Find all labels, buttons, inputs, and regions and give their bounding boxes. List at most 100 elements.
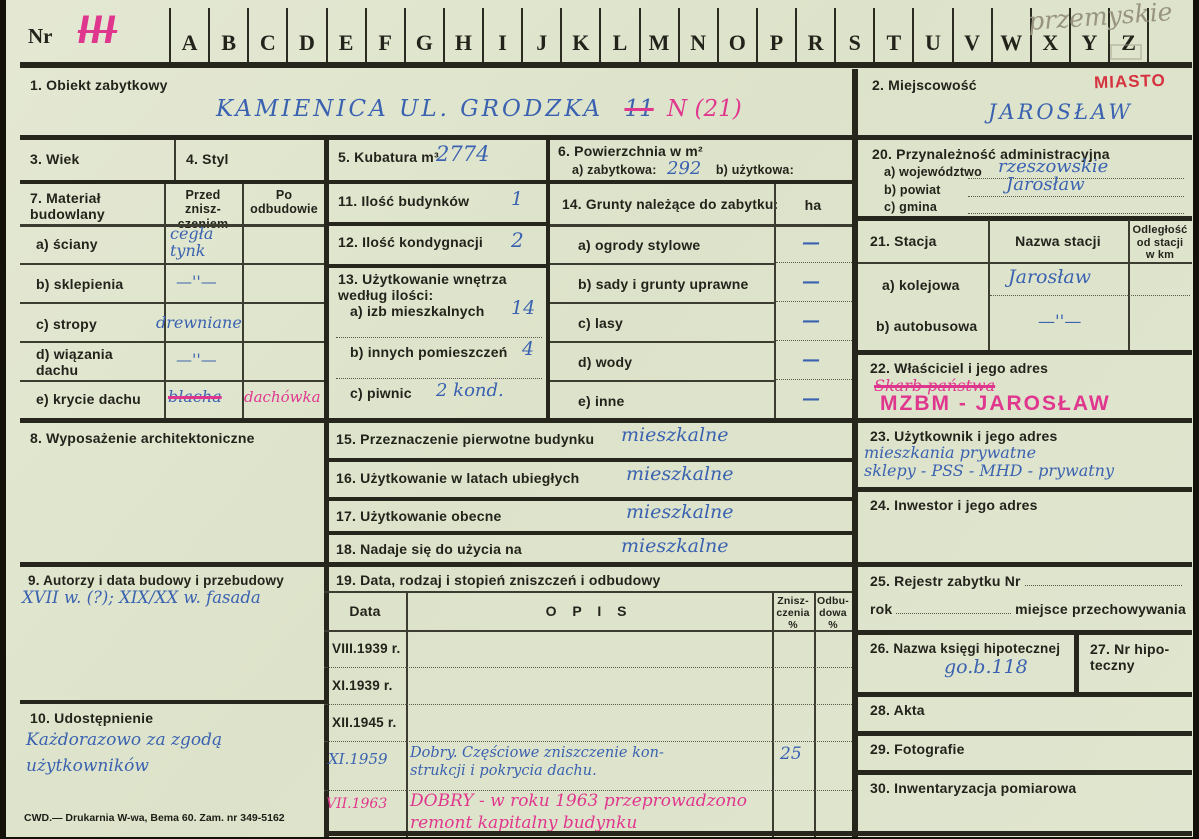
field7-row-before-struck: blacha <box>168 387 222 406</box>
rule <box>772 591 774 837</box>
rule <box>324 704 852 705</box>
alphabet-letter: Z <box>1108 8 1150 63</box>
field19-1959-line1: Dobry. Częściowe zniszczenie kon- <box>410 745 664 761</box>
alphabet-letter: Y <box>1068 8 1108 63</box>
field20-row-value: Jarosław <box>1006 174 1085 195</box>
field13-row-value: 4 <box>522 338 535 360</box>
rule <box>550 380 774 382</box>
field19-label: 19. Data, rodzaj i stopień zniszczeń i o… <box>336 572 661 588</box>
new-number: N (21) <box>667 96 742 122</box>
rule <box>324 630 852 632</box>
field20-row-label: b) powiat <box>884 183 941 197</box>
alphabet-letter: N <box>677 8 717 63</box>
field6-values: a) zabytkowa: 292 b) użytkowa: <box>572 158 794 179</box>
rule <box>550 224 852 227</box>
field19-col-date: Data <box>349 603 381 619</box>
rule <box>776 301 852 302</box>
alphabet-letter: L <box>599 8 638 63</box>
field25-line2: rok miejsce przechowywania <box>870 601 1186 617</box>
rule <box>20 302 324 304</box>
field7-label: 7. Materiał budowlany <box>30 190 105 223</box>
alphabet-letter: T <box>873 8 912 63</box>
alphabet-index: A B C D E F G H I J K L M N O P R S T U … <box>169 8 1150 63</box>
field13-row-label: c) piwnic <box>350 385 412 401</box>
field21-row-label: a) kolejowa <box>882 277 960 293</box>
field10-label: 10. Udostępnienie <box>30 710 154 726</box>
rule <box>550 341 774 343</box>
field20-row-label: a) województwo <box>884 165 982 179</box>
field7-row-label: c) stropy <box>36 316 97 332</box>
field14-row-value: — <box>802 388 820 409</box>
rule <box>20 263 324 265</box>
field13-row-label: b) innych pomieszczeń <box>350 344 508 360</box>
field14-row-label: b) sady i grunty uprawne <box>578 276 749 292</box>
rule <box>324 741 852 742</box>
field19-row-date: VIII.1939 r. <box>332 641 401 656</box>
field14-row-value: — <box>802 310 820 331</box>
object-name: KAMIENICA UL. GRODZKA <box>216 96 604 122</box>
rule <box>20 62 1192 68</box>
rule <box>20 135 1192 140</box>
field20-row-label: c) gmina <box>884 200 937 214</box>
field9-value: XVII w. (?); XIX/XX w. fasada <box>22 588 261 607</box>
field15-label: 15. Przeznaczenie pierwotne budynku <box>336 431 595 447</box>
nr-label: Nr <box>28 24 53 48</box>
field28-label: 28. Akta <box>870 702 925 718</box>
field23-line2: sklepy - PSS - MHD - prywatny <box>864 461 1115 480</box>
field21-row-value: Jarosław <box>1008 266 1091 288</box>
field19-1959-line2: strukcji i pokrycia dachu. <box>410 763 597 779</box>
rule <box>324 667 852 668</box>
alphabet-letter: M <box>638 8 678 63</box>
rule <box>20 700 324 704</box>
alphabet-letter: O <box>716 8 756 63</box>
field7-row-before: —''— <box>176 272 217 291</box>
miasto-stamp: MIASTO <box>1093 70 1167 93</box>
rule <box>858 770 1192 775</box>
field14-row-label: e) inne <box>578 393 625 409</box>
rule <box>20 418 1192 423</box>
alphabet-letter: D <box>286 8 325 63</box>
rule <box>324 140 329 837</box>
rule <box>858 350 1192 355</box>
rule <box>550 263 774 265</box>
field7-row-before: cegła tynk <box>170 224 214 260</box>
field25-rok-label: rok <box>870 601 893 617</box>
rule <box>20 180 852 184</box>
rule <box>324 458 852 462</box>
field12-value: 2 <box>511 228 524 252</box>
rule <box>858 487 1192 492</box>
field14-row-label: a) ogrody stylowe <box>578 237 701 253</box>
rule <box>326 831 1192 836</box>
field16-value: mieszkalne <box>626 463 734 485</box>
field14-row-label: c) lasy <box>578 315 623 331</box>
field24-label: 24. Inwestor i jego adres <box>870 497 1038 513</box>
field13-label: 13. Użytkowanie wnętrza według ilości: <box>338 271 507 304</box>
alphabet-letter: W <box>990 8 1030 63</box>
field22-label: 22. Właściciel i jego adres <box>870 360 1049 376</box>
rule <box>968 213 1184 214</box>
alphabet-letter: K <box>560 8 599 63</box>
field19-1963-line2: remont kapitalny budynku <box>410 813 638 833</box>
card-paper: Nr III A B C D E F G H I J K L M N O P R… <box>6 0 1193 837</box>
field7-row-before: drewniane <box>156 313 242 332</box>
field7-row-after: dachówka <box>244 388 321 406</box>
field21-col-dist: Odległość od stacji w km <box>1132 224 1188 262</box>
field7-row-label: b) sklepienia <box>36 276 124 292</box>
field6b-label: b) użytkowa: <box>715 163 794 177</box>
field19-1959-znisz: 25 <box>780 744 802 764</box>
field13-row-value: 2 kond. <box>436 380 504 401</box>
field23-line1: mieszkania prywatne <box>864 443 1037 462</box>
rule <box>20 380 324 382</box>
field13-row-label: a) izb mieszkalnych <box>350 303 485 319</box>
rule <box>324 264 546 268</box>
field5-label: 5. Kubatura m³ <box>338 149 439 165</box>
field14-unit: ha <box>804 197 822 213</box>
field12-label: 12. Ilość kondygnacji <box>338 234 484 250</box>
field2-value: JAROSŁAW <box>988 100 1133 124</box>
field20-label: 20. Przynależność administracyjna <box>872 146 1110 162</box>
rule <box>174 140 176 180</box>
field27-label: 27. Nr hipo-teczny <box>1090 641 1170 674</box>
field6a-value: 292 <box>667 158 702 179</box>
rule <box>546 140 550 418</box>
rule <box>550 302 774 304</box>
